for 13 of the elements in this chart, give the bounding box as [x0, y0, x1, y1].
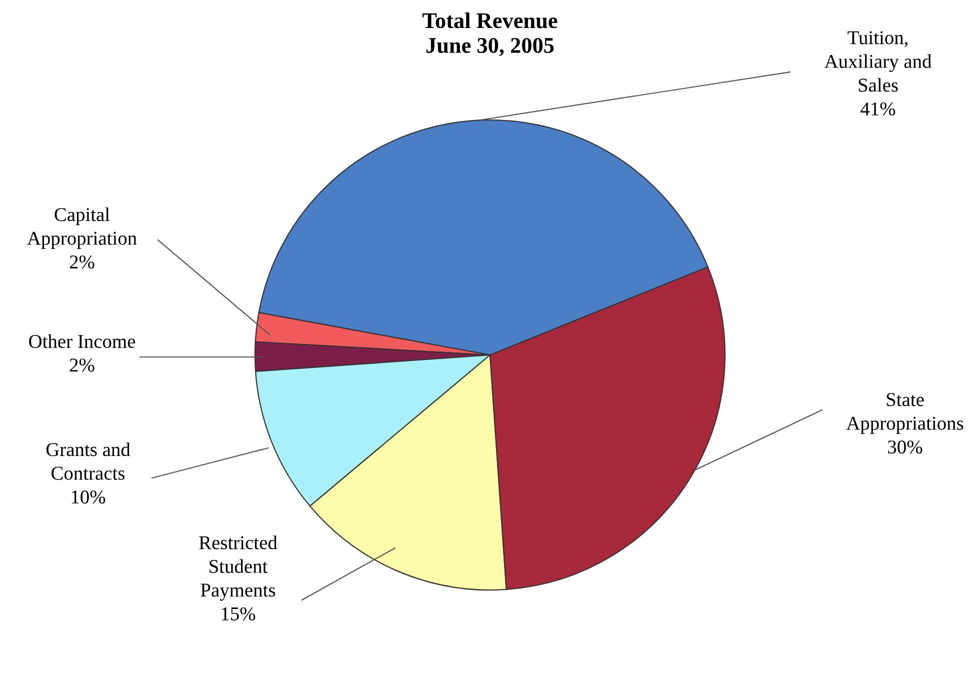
chart-title: Total Revenue June 30, 2005	[422, 12, 558, 56]
slice-label: Other Income	[29, 334, 136, 348]
data-label: 2%	[70, 358, 94, 372]
slice-label: Grants and Contracts	[46, 442, 130, 480]
slice-label: State Appropriations	[846, 393, 964, 434]
data-label: 10%	[72, 490, 106, 504]
data-label: 15%	[222, 607, 256, 621]
data-label: 41%	[860, 102, 896, 116]
data-label: 30%	[888, 440, 922, 454]
slice-label: Tuition, Auxiliary and Sales	[824, 31, 932, 92]
slice-label: Capital Appropriation	[27, 207, 137, 249]
slice-label: Restricted Student Payments	[199, 536, 278, 601]
data-label: 2%	[70, 255, 94, 269]
